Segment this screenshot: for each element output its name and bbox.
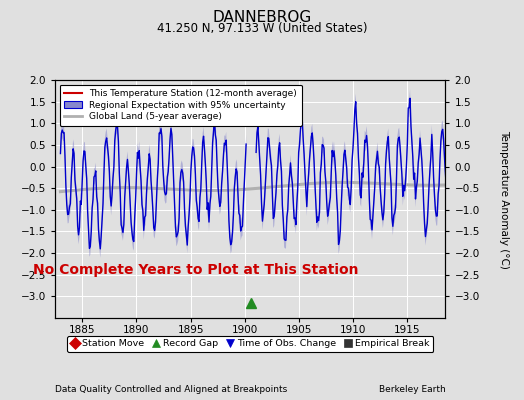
Text: 41.250 N, 97.133 W (United States): 41.250 N, 97.133 W (United States) bbox=[157, 22, 367, 35]
Y-axis label: Temperature Anomaly (°C): Temperature Anomaly (°C) bbox=[499, 130, 509, 268]
Text: No Complete Years to Plot at This Station: No Complete Years to Plot at This Statio… bbox=[33, 264, 358, 278]
Legend: Station Move, Record Gap, Time of Obs. Change, Empirical Break: Station Move, Record Gap, Time of Obs. C… bbox=[67, 336, 433, 352]
Text: Berkeley Earth: Berkeley Earth bbox=[379, 385, 445, 394]
Text: Data Quality Controlled and Aligned at Breakpoints: Data Quality Controlled and Aligned at B… bbox=[55, 385, 287, 394]
Legend: This Temperature Station (12-month average), Regional Expectation with 95% uncer: This Temperature Station (12-month avera… bbox=[60, 84, 302, 126]
Text: DANNEBROG: DANNEBROG bbox=[212, 10, 312, 25]
